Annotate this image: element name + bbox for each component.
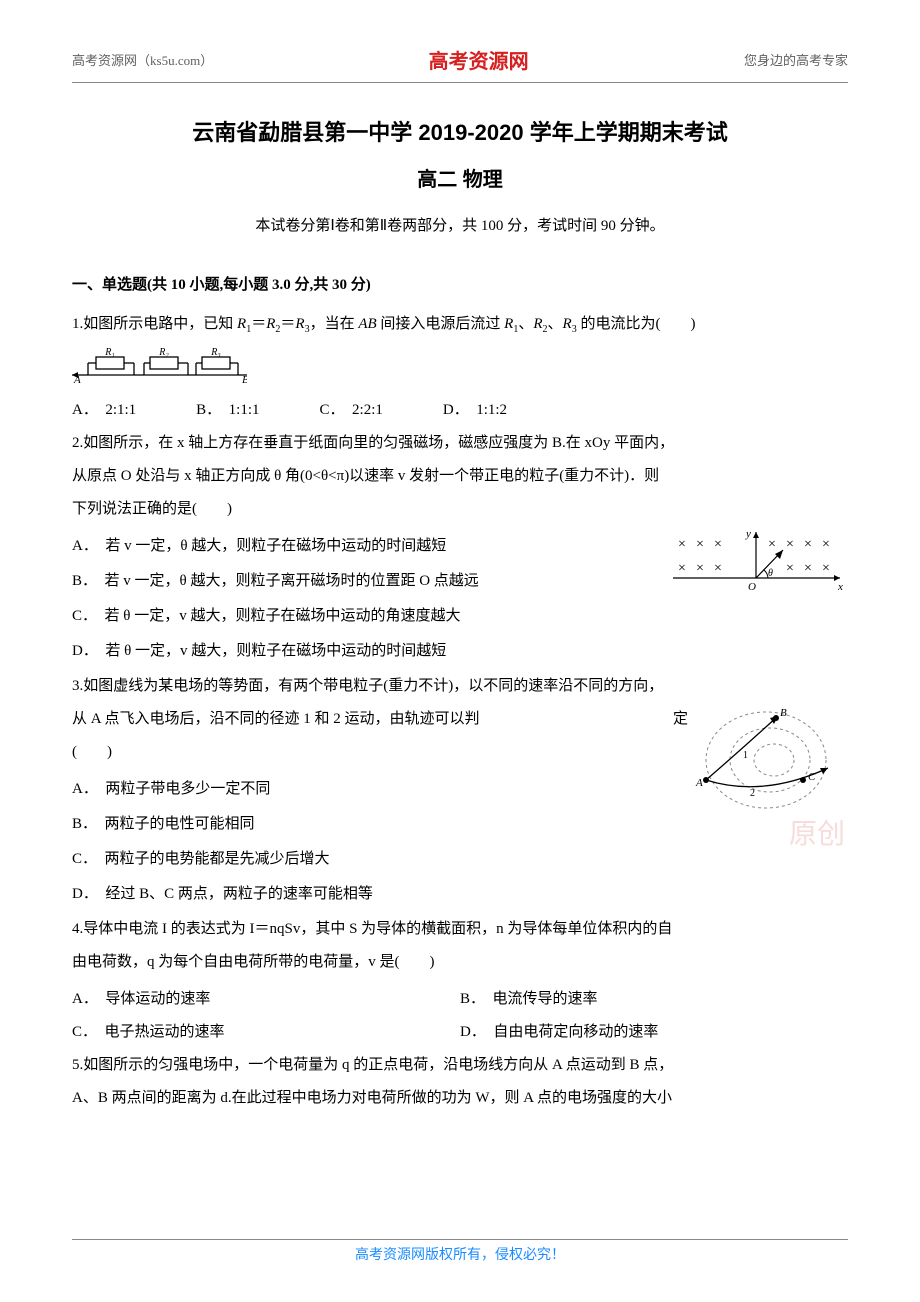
exam-title: 云南省勐腊县第一中学 2019-2020 学年上学期期末考试	[72, 115, 848, 147]
svg-text:R₂: R₂	[158, 347, 169, 358]
svg-text:R₁: R₁	[104, 347, 115, 358]
header-right-slogan: 您身边的高考专家	[744, 50, 848, 69]
svg-text:2: 2	[750, 788, 755, 799]
q4-opt-a: A． 导体运动的速率	[72, 983, 460, 1016]
q1-text: 1.如图所示电路中，已知 R1＝R2＝R3，当在 AB 间接入电源后流过 R1、…	[72, 316, 695, 332]
svg-text:x: x	[837, 581, 843, 593]
q4-opt-b: B． 电流传导的速率	[460, 983, 848, 1016]
svg-text:×: ×	[678, 561, 686, 576]
q2-line2: 从原点 O 处沿与 x 轴正方向成 θ 角(0<θ<π)以速率 v 发射一个带正…	[72, 468, 659, 484]
equipotential-icon: A B C 1 2	[688, 698, 843, 828]
q4-options: A． 导体运动的速率 B． 电流传导的速率 C． 电子热运动的速率 D． 自由电…	[72, 983, 848, 1049]
magnetic-field-figure: × × × × × × × × × × × × × y x θ O	[668, 530, 848, 605]
q4-opt-d: D． 自由电荷定向移动的速率	[460, 1016, 848, 1049]
svg-text:×: ×	[696, 537, 704, 552]
q4-opt-c: C． 电子热运动的速率	[72, 1016, 460, 1049]
q4-line1: 4.导体中电流 I 的表达式为 I＝nqSv，其中 S 为导体的横截面积，n 为…	[72, 921, 672, 937]
q5-line1: 5.如图所示的匀强电场中，一个电荷量为 q 的正点电荷，沿电场线方向从 A 点运…	[72, 1057, 673, 1073]
q1-opt-d: D． 1:1:2	[443, 394, 507, 427]
q1-options: A． 2:1:1 B． 1:1:1 C． 2:2:1 D． 1:1:2	[72, 394, 848, 427]
header-center-logo: 高考资源网	[429, 45, 529, 74]
q5-line2: A、B 两点间的距离为 d.在此过程中电场力对电荷所做的功为 W，则 A 点的电…	[72, 1090, 672, 1106]
svg-text:×: ×	[804, 537, 812, 552]
page-footer: 高考资源网版权所有，侵权必究！	[0, 1244, 920, 1264]
q3-line3: ( )	[72, 744, 112, 760]
section-title: 一、单选题(共 10 小题,每小题 3.0 分,共 30 分)	[72, 273, 848, 294]
site-url: （ks5u.com）	[137, 53, 213, 68]
header-divider	[72, 82, 848, 83]
q2-line1: 2.如图所示，在 x 轴上方存在垂直于纸面向里的匀强磁场，磁感应强度为 B.在 …	[72, 435, 674, 451]
circuit-diagram: R₁ R₂ R₃ A B	[72, 347, 848, 388]
question-4: 4.导体中电流 I 的表达式为 I＝nqSv，其中 S 为导体的横截面积，n 为…	[72, 913, 848, 979]
svg-text:×: ×	[822, 537, 830, 552]
q3-opt-c: C． 两粒子的电势能都是先减少后增大	[72, 843, 848, 876]
svg-text:×: ×	[768, 537, 776, 552]
q2-line3: 下列说法正确的是( )	[72, 501, 232, 517]
q1-opt-c: C． 2:2:1	[320, 394, 383, 427]
question-1: 1.如图所示电路中，已知 R1＝R2＝R3，当在 AB 间接入电源后流过 R1、…	[72, 308, 848, 341]
svg-text:×: ×	[678, 537, 686, 552]
svg-text:O: O	[748, 581, 756, 593]
page-header: 高考资源网（ks5u.com） 高考资源网 您身边的高考专家	[72, 45, 848, 74]
site-name: 高考资源网	[72, 53, 137, 68]
magnetic-field-icon: × × × × × × × × × × × × × y x θ O	[668, 530, 848, 600]
svg-text:×: ×	[804, 561, 812, 576]
svg-text:×: ×	[786, 561, 794, 576]
q3-line1: 3.如图虚线为某电场的等势面，有两个带电粒子(重力不计)，以不同的速率沿不同的方…	[72, 678, 663, 694]
question-5: 5.如图所示的匀强电场中，一个电荷量为 q 的正点电荷，沿电场线方向从 A 点运…	[72, 1049, 848, 1115]
q4-line2: 由电荷数，q 为每个自由电荷所带的电荷量，v 是( )	[72, 954, 435, 970]
q3-line2-pre: 从 A 点飞入电场后，沿不同的径迹 1 和 2 运动，由轨迹可以判	[72, 711, 480, 727]
svg-text:y: y	[745, 530, 751, 540]
exam-info: 本试卷分第Ⅰ卷和第Ⅱ卷两部分，共 100 分，考试时间 90 分钟。	[72, 214, 848, 235]
svg-text:B: B	[242, 374, 247, 383]
svg-text:×: ×	[696, 561, 704, 576]
svg-text:×: ×	[786, 537, 794, 552]
q1-opt-a: A． 2:1:1	[72, 394, 136, 427]
header-left: 高考资源网（ks5u.com）	[72, 50, 213, 69]
svg-text:B: B	[780, 707, 787, 719]
svg-text:×: ×	[714, 561, 722, 576]
q2-opt-d: D． 若 θ 一定，v 越大，则粒子在磁场中运动的时间越短	[72, 635, 848, 668]
svg-text:A: A	[695, 777, 703, 789]
exam-subtitle: 高二 物理	[72, 163, 848, 192]
svg-text:×: ×	[822, 561, 830, 576]
q1-opt-b: B． 1:1:1	[196, 394, 259, 427]
svg-text:1: 1	[743, 750, 748, 761]
question-2: 2.如图所示，在 x 轴上方存在垂直于纸面向里的匀强磁场，磁感应强度为 B.在 …	[72, 427, 848, 526]
circuit-svg-icon: R₁ R₂ R₃ A B	[72, 347, 247, 383]
q3-opt-d: D． 经过 B、C 两点，两粒子的速率可能相等	[72, 878, 848, 911]
svg-text:×: ×	[714, 537, 722, 552]
q3-line2-post: 定	[673, 703, 688, 736]
svg-text:θ: θ	[768, 568, 773, 579]
watermark: 原创	[789, 812, 845, 852]
svg-text:C: C	[808, 771, 816, 783]
svg-text:R₃: R₃	[210, 347, 221, 358]
question-3: 3.如图虚线为某电场的等势面，有两个带电粒子(重力不计)，以不同的速率沿不同的方…	[72, 670, 848, 769]
footer-divider	[72, 1239, 848, 1240]
